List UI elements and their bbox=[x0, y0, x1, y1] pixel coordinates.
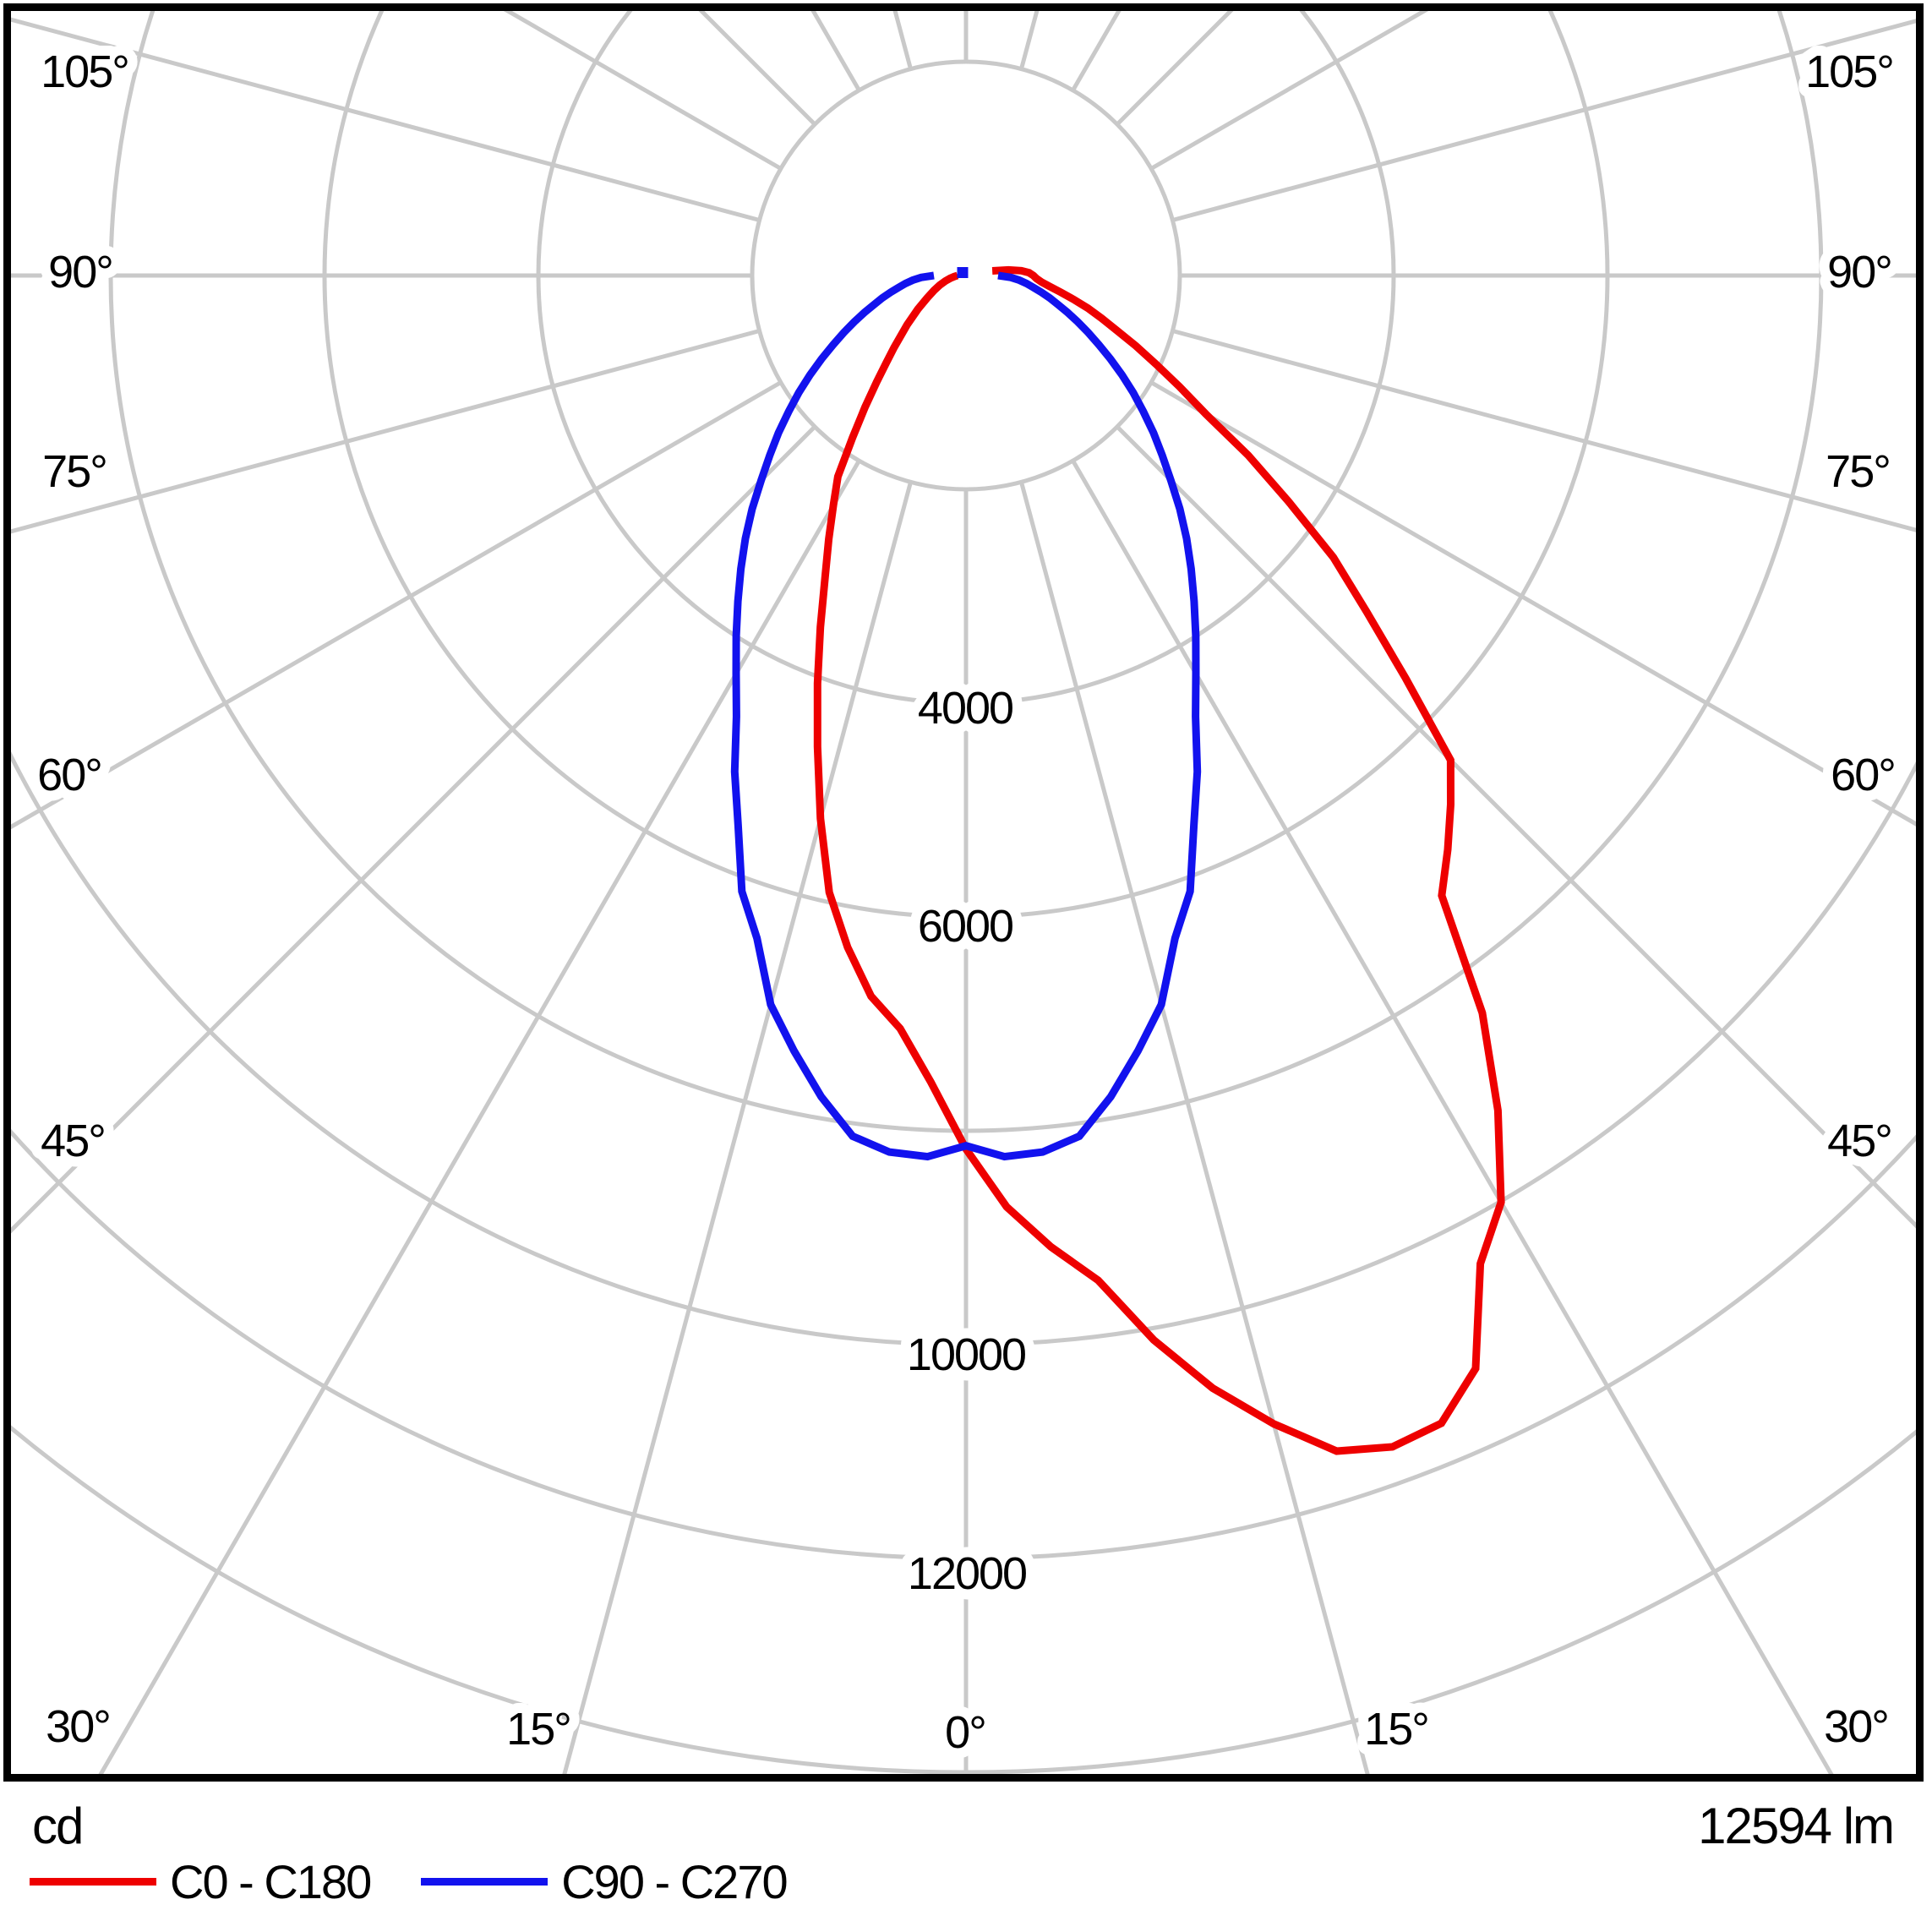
angle-label-6-15deg: 15° bbox=[506, 1704, 570, 1755]
grid-spoke-45 bbox=[1116, 425, 1916, 1229]
curve-endpoint-marker bbox=[957, 267, 969, 278]
legend-label-c0-c180: C0 - C180 bbox=[170, 1854, 372, 1908]
angle-label-9-30deg: 30° bbox=[1824, 1701, 1888, 1752]
legend-swatch-c90-c270 bbox=[421, 1877, 548, 1886]
ring-label-12000: 12000 bbox=[908, 1548, 1026, 1599]
ring-label-4000: 4000 bbox=[918, 683, 1012, 734]
ring-label-6000: 6000 bbox=[918, 901, 1012, 952]
angle-label-1-90deg: 90° bbox=[48, 247, 112, 297]
angle-label-10-45deg: 45° bbox=[1827, 1116, 1891, 1166]
legend-label-c90-c270: C90 - C270 bbox=[561, 1854, 788, 1908]
grid-spoke-30 bbox=[1071, 459, 1834, 1774]
angle-label-13-90deg: 90° bbox=[1827, 247, 1891, 297]
legend-swatch-c0-c180 bbox=[30, 1877, 156, 1886]
grid-spoke-75 bbox=[1171, 329, 1916, 532]
grid-spoke-315 bbox=[11, 425, 816, 1234]
angle-label-3-60deg: 60° bbox=[37, 750, 101, 800]
ring-label-10000: 10000 bbox=[907, 1329, 1025, 1380]
angle-label-12-75deg: 75° bbox=[1826, 446, 1890, 497]
grid-spoke-300 bbox=[11, 380, 783, 830]
angle-label-11-60deg: 60° bbox=[1831, 750, 1895, 800]
grid-spoke-285 bbox=[11, 329, 761, 534]
grid-spoke-330 bbox=[98, 459, 861, 1774]
unit-label: cd bbox=[32, 1798, 84, 1854]
plot-border bbox=[3, 3, 1924, 1782]
legend: C0 - C180 C90 - C270 bbox=[30, 1854, 789, 1908]
grid-spoke-210 bbox=[810, 11, 861, 92]
grid-spoke-15 bbox=[1019, 481, 1370, 1774]
angle-label-0-105deg: 105° bbox=[41, 46, 128, 97]
angle-label-7-0deg: 0° bbox=[945, 1707, 985, 1758]
curve-c90-c270 bbox=[730, 271, 1202, 1161]
grid-spoke-150 bbox=[1071, 11, 1122, 92]
grid-spoke-345 bbox=[562, 481, 913, 1774]
angle-label-4-45deg: 45° bbox=[41, 1116, 105, 1166]
curve-c0-c180 bbox=[813, 265, 1505, 1455]
total-flux-label: 12594 lm bbox=[1698, 1798, 1895, 1854]
grid-spoke-60 bbox=[1149, 380, 1916, 827]
angle-label-8-15deg: 15° bbox=[1364, 1704, 1428, 1755]
angle-label-5-30deg: 30° bbox=[46, 1701, 110, 1752]
angle-label-14-105deg: 105° bbox=[1805, 46, 1893, 97]
angle-label-2-75deg: 75° bbox=[42, 446, 106, 497]
grid-spoke-255 bbox=[11, 17, 761, 222]
grid-spoke-105 bbox=[1171, 19, 1916, 222]
